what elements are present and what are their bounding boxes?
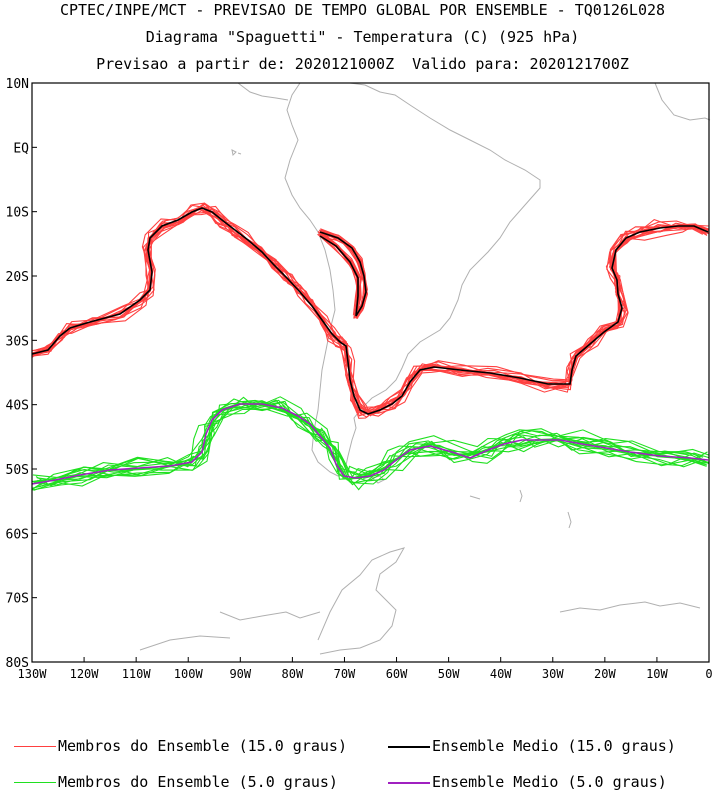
member-15c-line [31, 207, 704, 419]
member-5c-line [31, 402, 701, 483]
member-15c-line [34, 209, 710, 408]
legend-swatch-members-15 [14, 746, 56, 747]
lat-tick-label: 60S [6, 527, 29, 542]
lon-tick-label: 20W [594, 667, 616, 681]
lon-tick-label: 30W [542, 667, 564, 681]
lat-tick-label: 50S [6, 463, 29, 478]
central-america-coast [237, 82, 289, 101]
member-5c-line [31, 400, 702, 485]
lon-tick-label: 50W [438, 667, 460, 681]
longitude-axis: 130W 120W 110W 100W 90W 80W 70W 60W 50W 40W 30W 20W… [18, 657, 713, 681]
member-15c-line [31, 202, 706, 414]
member-5c-line [38, 402, 710, 488]
lat-tick-label: 20S [6, 270, 29, 285]
member-15c-line [32, 202, 708, 417]
africa-coast [654, 82, 711, 121]
legend-label-mean-15: Ensemble Medio (15.0 graus) [432, 737, 676, 755]
map-title-line-3: Previsao a partir de: 2020121000Z Valido… [96, 55, 629, 73]
lon-tick-label: 120W [70, 667, 100, 681]
lon-tick-label: 40W [490, 667, 512, 681]
ensemble-mean-5c-line [31, 403, 709, 485]
south-america-coast [284, 82, 541, 477]
ensemble-mean-15c-line [31, 207, 709, 415]
member-15c-line [31, 207, 708, 418]
lon-tick-label: 60W [386, 667, 408, 681]
lat-tick-label: 70S [6, 592, 29, 607]
lat-tick-label: 40S [6, 399, 29, 414]
latitude-axis: 10N EQ 10S 20S 30S 40S 50S 60S 70S 80S [6, 77, 37, 671]
legend-label-mean-5: Ensemble Medio (5.0 graus) [432, 773, 667, 791]
lon-tick-label: 90W [229, 667, 251, 681]
lon-tick-label: 10W [646, 667, 668, 681]
lat-tick-label: 30S [6, 334, 29, 349]
ensemble-mean-15c-loop [319, 231, 367, 317]
member-5c-line [35, 400, 710, 488]
coastlines [139, 82, 711, 655]
lat-tick-label: EQ [13, 141, 29, 156]
map-frame [31, 82, 710, 663]
map-title-line-2: Diagrama "Spaguetti" - Temperatura (C) (… [145, 28, 580, 46]
map-title-line-1: CPTEC/INPE/MCT - PREVISAO DE TEMPO GLOBA… [59, 1, 666, 19]
member-15c-line [33, 204, 709, 417]
lon-tick-label: 130W [18, 667, 48, 681]
lat-tick-label: 10N [6, 77, 29, 92]
lon-tick-label: 80W [282, 667, 304, 681]
legend-label-members-5: Membros do Ensemble (5.0 graus) [58, 773, 338, 791]
legend-swatch-mean-5 [388, 782, 430, 784]
lat-tick-label: 80S [6, 656, 29, 671]
lat-tick-label: 10S [6, 206, 29, 221]
member-5c-line [31, 403, 708, 491]
lon-tick-label: 0 [705, 667, 712, 681]
members-15c-lines [31, 202, 710, 419]
legend-swatch-mean-15 [388, 746, 430, 748]
member-15c-line [31, 210, 710, 416]
legend-label-members-15: Membros do Ensemble (15.0 graus) [58, 737, 347, 755]
antarctica-coast [317, 547, 406, 655]
lon-tick-label: 110W [122, 667, 152, 681]
legend-swatch-members-5 [14, 782, 56, 783]
member-15c-line [35, 204, 709, 413]
lon-tick-label: 70W [334, 667, 356, 681]
lon-tick-label: 100W [174, 667, 204, 681]
